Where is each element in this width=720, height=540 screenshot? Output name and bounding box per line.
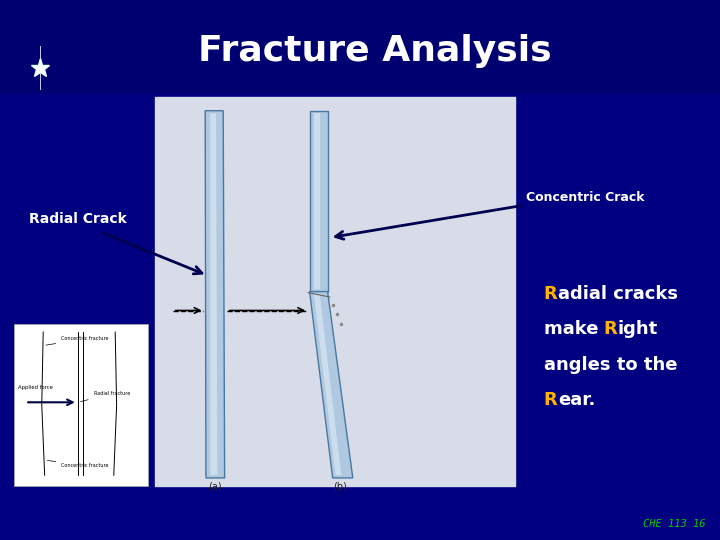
Bar — [14, 324, 148, 486]
Polygon shape — [310, 292, 353, 478]
Text: R: R — [544, 285, 557, 303]
Text: (b): (b) — [333, 482, 348, 492]
Polygon shape — [205, 111, 225, 478]
Text: ear.: ear. — [558, 390, 595, 409]
Polygon shape — [314, 113, 320, 289]
Text: Radial fracture: Radial fracture — [81, 392, 130, 402]
Text: Concentric Crack: Concentric Crack — [526, 191, 644, 204]
Text: Concentric fracture: Concentric fracture — [48, 461, 109, 468]
Polygon shape — [210, 113, 217, 475]
Text: Concentric fracture: Concentric fracture — [46, 336, 109, 345]
Bar — [0, 0, 720, 92]
Bar — [155, 97, 515, 486]
Text: angles to the: angles to the — [544, 355, 677, 374]
Polygon shape — [314, 294, 341, 475]
Text: adial cracks: adial cracks — [558, 285, 678, 303]
Text: CHE 113 16: CHE 113 16 — [643, 519, 706, 529]
Text: Fracture Analysis: Fracture Analysis — [197, 35, 552, 68]
Polygon shape — [310, 111, 328, 292]
Text: make: make — [544, 320, 604, 339]
Text: ight: ight — [618, 320, 658, 339]
Text: Applied force: Applied force — [18, 385, 53, 390]
Text: R: R — [544, 390, 557, 409]
Text: R: R — [603, 320, 617, 339]
Text: (a): (a) — [208, 482, 221, 492]
Text: Radial Crack: Radial Crack — [29, 212, 127, 226]
